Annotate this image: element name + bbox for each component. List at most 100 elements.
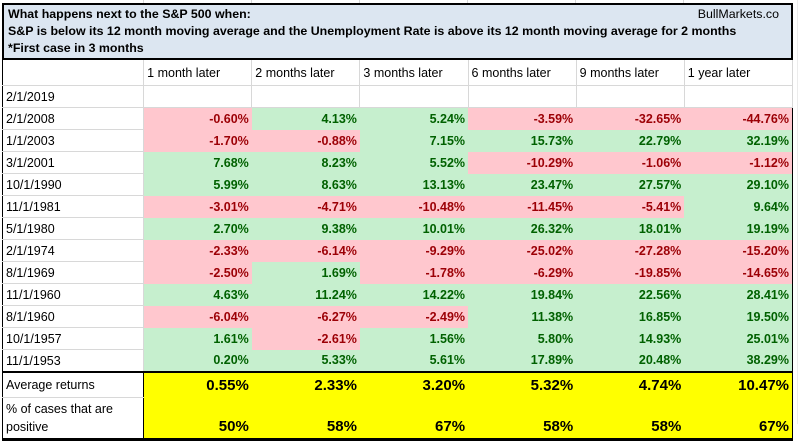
value-cell[interactable]: 14.22% xyxy=(359,283,469,306)
value-cell[interactable]: 22.79% xyxy=(576,129,685,152)
value-cell[interactable] xyxy=(359,85,469,108)
value-cell[interactable]: -2.61% xyxy=(251,327,360,350)
value-cell[interactable]: 5.52% xyxy=(359,151,469,174)
percent-value-cell[interactable]: 67% xyxy=(359,397,469,441)
corner-cell[interactable] xyxy=(2,60,145,86)
value-cell[interactable] xyxy=(251,85,361,108)
value-cell[interactable]: 16.85% xyxy=(576,305,685,328)
value-cell[interactable]: -0.88% xyxy=(251,129,360,152)
value-cell[interactable]: -3.59% xyxy=(468,107,577,130)
column-header[interactable]: 2 months later xyxy=(251,60,361,86)
average-value-cell[interactable]: 3.20% xyxy=(359,371,469,398)
value-cell[interactable] xyxy=(143,85,253,108)
value-cell[interactable]: 5.80% xyxy=(468,327,577,350)
average-value-cell[interactable]: 10.47% xyxy=(684,371,793,398)
value-cell[interactable]: 1.61% xyxy=(143,327,252,350)
column-header[interactable]: 6 months later xyxy=(468,60,577,86)
value-cell[interactable]: 1.56% xyxy=(359,327,469,350)
average-value-cell[interactable]: 4.74% xyxy=(576,371,685,398)
value-cell[interactable]: 7.68% xyxy=(143,151,252,174)
value-cell[interactable]: -14.65% xyxy=(684,261,793,284)
value-cell[interactable]: -44.76% xyxy=(684,107,793,130)
value-cell[interactable]: -6.27% xyxy=(251,305,360,328)
value-cell[interactable]: 25.01% xyxy=(684,327,793,350)
value-cell[interactable]: 4.63% xyxy=(143,283,252,306)
value-cell[interactable]: 18.01% xyxy=(576,217,685,240)
value-cell[interactable]: 8.63% xyxy=(251,173,360,196)
value-cell[interactable]: -1.12% xyxy=(684,151,793,174)
value-cell[interactable]: -1.78% xyxy=(359,261,469,284)
percent-value-cell[interactable]: 50% xyxy=(143,397,252,441)
date-cell[interactable]: 5/1/1980 xyxy=(2,217,145,240)
date-cell[interactable]: 11/1/1953 xyxy=(2,349,145,373)
value-cell[interactable]: 5.61% xyxy=(359,349,469,372)
value-cell[interactable]: 19.50% xyxy=(684,305,793,328)
column-header[interactable]: 1 year later xyxy=(684,60,794,86)
date-cell[interactable]: 11/1/1981 xyxy=(2,195,145,218)
value-cell[interactable]: 8.23% xyxy=(251,151,360,174)
value-cell[interactable]: -2.50% xyxy=(143,261,252,284)
value-cell[interactable]: 20.48% xyxy=(576,349,685,372)
value-cell[interactable]: 19.19% xyxy=(684,217,793,240)
average-label-cell[interactable]: Average returns xyxy=(2,371,145,398)
value-cell[interactable]: 9.64% xyxy=(684,195,793,218)
value-cell[interactable]: -10.29% xyxy=(468,151,577,174)
column-header[interactable]: 3 months later xyxy=(359,60,469,86)
value-cell[interactable]: -15.20% xyxy=(684,239,793,262)
value-cell[interactable]: 11.24% xyxy=(251,283,360,306)
value-cell[interactable]: 32.19% xyxy=(684,129,793,152)
column-header[interactable]: 9 months later xyxy=(576,60,685,86)
value-cell[interactable] xyxy=(468,85,577,108)
value-cell[interactable]: 7.15% xyxy=(359,129,469,152)
value-cell[interactable]: -32.65% xyxy=(576,107,685,130)
value-cell[interactable]: -10.48% xyxy=(359,195,469,218)
value-cell[interactable]: -2.49% xyxy=(359,305,469,328)
value-cell[interactable]: -9.29% xyxy=(359,239,469,262)
value-cell[interactable]: 2.70% xyxy=(143,217,252,240)
average-value-cell[interactable]: 2.33% xyxy=(251,371,360,398)
value-cell[interactable]: -27.28% xyxy=(576,239,685,262)
value-cell[interactable]: 23.47% xyxy=(468,173,577,196)
value-cell[interactable]: 15.73% xyxy=(468,129,577,152)
value-cell[interactable]: 17.89% xyxy=(468,349,577,372)
date-cell[interactable]: 8/1/1969 xyxy=(2,261,145,284)
date-cell[interactable]: 1/1/2003 xyxy=(2,129,145,152)
percent-value-cell[interactable]: 58% xyxy=(468,397,577,441)
date-cell[interactable]: 10/1/1957 xyxy=(2,327,145,350)
value-cell[interactable]: 5.24% xyxy=(359,107,469,130)
percent-label-cell[interactable]: % of cases that are positive xyxy=(2,397,145,441)
value-cell[interactable]: 19.84% xyxy=(468,283,577,306)
value-cell[interactable]: 29.10% xyxy=(684,173,793,196)
date-cell[interactable]: 3/1/2001 xyxy=(2,151,145,174)
value-cell[interactable]: -6.29% xyxy=(468,261,577,284)
value-cell[interactable] xyxy=(684,85,794,108)
average-value-cell[interactable]: 0.55% xyxy=(143,371,252,398)
value-cell[interactable]: -3.01% xyxy=(143,195,252,218)
value-cell[interactable]: -5.41% xyxy=(576,195,685,218)
average-value-cell[interactable]: 5.32% xyxy=(468,371,577,398)
value-cell[interactable]: -25.02% xyxy=(468,239,577,262)
date-cell[interactable]: 10/1/1990 xyxy=(2,173,145,196)
value-cell[interactable]: 38.29% xyxy=(684,349,793,372)
date-cell[interactable]: 11/1/1960 xyxy=(2,283,145,306)
value-cell[interactable]: 13.13% xyxy=(359,173,469,196)
value-cell[interactable]: -1.06% xyxy=(576,151,685,174)
value-cell[interactable]: 22.56% xyxy=(576,283,685,306)
value-cell[interactable]: 14.93% xyxy=(576,327,685,350)
value-cell[interactable]: -2.33% xyxy=(143,239,252,262)
value-cell[interactable]: -11.45% xyxy=(468,195,577,218)
value-cell[interactable]: -0.60% xyxy=(143,107,252,130)
value-cell[interactable]: 28.41% xyxy=(684,283,793,306)
value-cell[interactable]: 5.99% xyxy=(143,173,252,196)
value-cell[interactable]: -6.14% xyxy=(251,239,360,262)
percent-value-cell[interactable]: 67% xyxy=(684,397,793,441)
percent-value-cell[interactable]: 58% xyxy=(576,397,685,441)
date-cell[interactable]: 8/1/1960 xyxy=(2,305,145,328)
value-cell[interactable]: -19.85% xyxy=(576,261,685,284)
date-cell[interactable]: 2/1/1974 xyxy=(2,239,145,262)
date-cell[interactable]: 2/1/2008 xyxy=(2,107,145,130)
value-cell[interactable]: 9.38% xyxy=(251,217,360,240)
value-cell[interactable]: 5.33% xyxy=(251,349,360,372)
percent-value-cell[interactable]: 58% xyxy=(251,397,360,441)
value-cell[interactable]: 26.32% xyxy=(468,217,577,240)
